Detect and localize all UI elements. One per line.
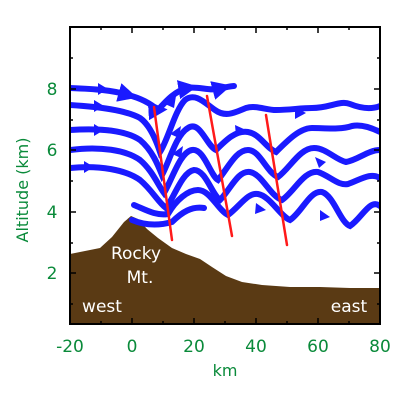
streamline-4 (70, 144, 380, 199)
x-tick-label: 0 (127, 337, 138, 357)
x-tick-label: 20 (183, 337, 205, 357)
x-tick-label: 40 (245, 337, 267, 357)
x-tick-label: 60 (307, 337, 329, 357)
streamline-1 (70, 80, 237, 121)
x-tick-labels: -20 0 20 40 60 80 (56, 337, 391, 357)
streamline-5 (70, 164, 380, 213)
west-label: west (82, 297, 122, 317)
rocky-mountain-terrain (70, 216, 380, 324)
flow-arrow-2 (94, 100, 104, 112)
flow-arrow-10 (255, 203, 266, 214)
flow-arrow-3 (94, 124, 104, 136)
streamline-6 (131, 186, 380, 230)
flow-arrow-8 (235, 125, 246, 136)
mountain-label-line2: Mt. (127, 268, 154, 288)
streamline-7 (129, 204, 207, 228)
flow-arrow-1 (98, 83, 108, 95)
flow-arrow-6 (170, 126, 181, 138)
streamline-2 (70, 94, 380, 159)
x-axis-title: km (213, 361, 238, 380)
phase-line-1 (152, 105, 174, 242)
streamlines (70, 80, 380, 230)
flow-arrow-7 (172, 146, 183, 158)
east-label: east (331, 297, 368, 317)
flow-arrow-5 (165, 96, 176, 108)
x-tick-label: 80 (369, 337, 391, 357)
y-tick-label: 2 (47, 264, 58, 284)
y-tick-label: 8 (47, 80, 58, 100)
x-ticks (69, 27, 381, 324)
streamline-3 (70, 122, 380, 183)
flow-arrow-12 (295, 107, 306, 119)
y-tick-label: 4 (47, 203, 58, 223)
mountain-label-line1: Rocky (111, 244, 161, 264)
y-axis-title: Altitude (km) (13, 138, 32, 243)
x-tick-label: -20 (56, 337, 84, 357)
flow-arrow-4 (84, 161, 94, 173)
flow-arrow-9 (315, 157, 326, 168)
phase-line-3 (264, 113, 289, 247)
phase-lines (152, 94, 289, 247)
y-tick-labels: 2 4 6 8 (47, 80, 58, 284)
y-ticks (70, 57, 380, 305)
y-tick-label: 6 (47, 141, 58, 161)
flow-arrow-11 (320, 210, 330, 221)
phase-line-2 (205, 94, 234, 238)
flow-arrows (84, 83, 330, 221)
